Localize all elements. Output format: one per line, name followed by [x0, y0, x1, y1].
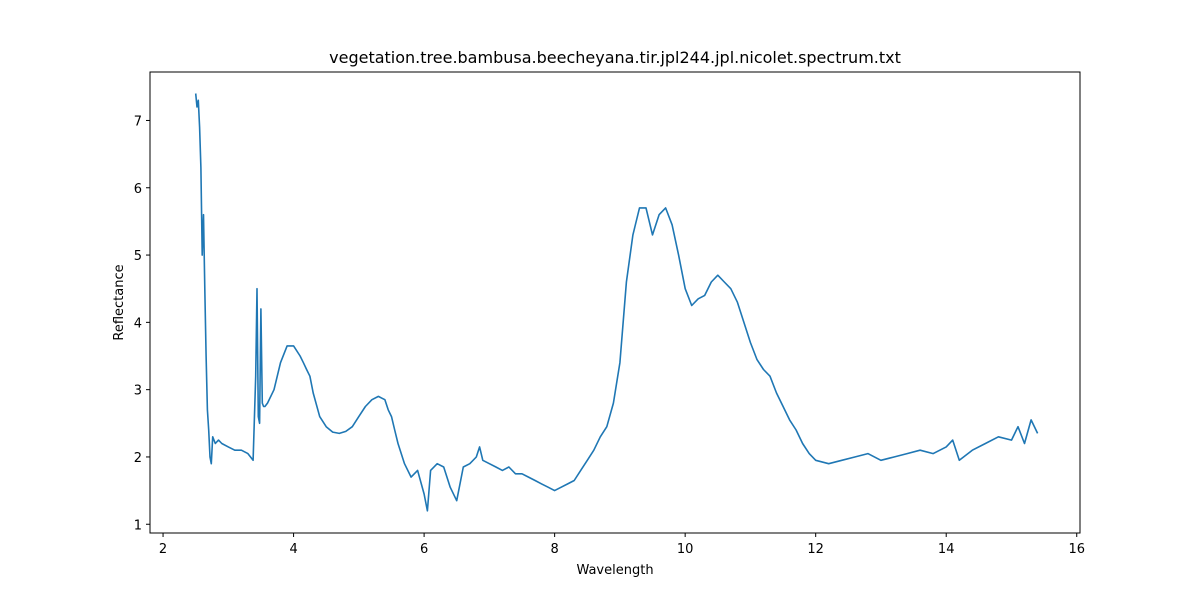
x-tick-label: 8	[550, 542, 558, 557]
series-line	[194, 93, 1039, 512]
x-tick-label: 4	[289, 542, 297, 557]
y-axis-ticks: 1 2 3 4 5 6 7	[134, 114, 150, 533]
x-axis-label: Wavelength	[576, 563, 653, 578]
y-tick-label: 2	[134, 451, 142, 466]
y-tick-label: 1	[134, 518, 142, 533]
x-axis-ticks: 2 4 6 8 10 12 14 16	[159, 533, 1085, 557]
y-tick-label: 3	[134, 384, 142, 399]
x-tick-label: 6	[420, 542, 428, 557]
y-tick-label: 4	[134, 316, 142, 331]
x-tick-label: 10	[677, 542, 694, 557]
plot-area	[194, 93, 1039, 512]
y-tick-label: 7	[134, 114, 142, 129]
chart-title: vegetation.tree.bambusa.beecheyana.tir.j…	[329, 48, 901, 67]
axes-frame	[149, 71, 1081, 534]
x-tick-label: 14	[938, 542, 955, 557]
x-tick-label: 2	[159, 542, 167, 557]
y-tick-label: 6	[134, 182, 142, 197]
y-tick-label: 5	[134, 249, 142, 264]
x-tick-label: 12	[807, 542, 824, 557]
y-axis-label: Reflectance	[112, 264, 127, 340]
x-tick-label: 16	[1068, 542, 1085, 557]
